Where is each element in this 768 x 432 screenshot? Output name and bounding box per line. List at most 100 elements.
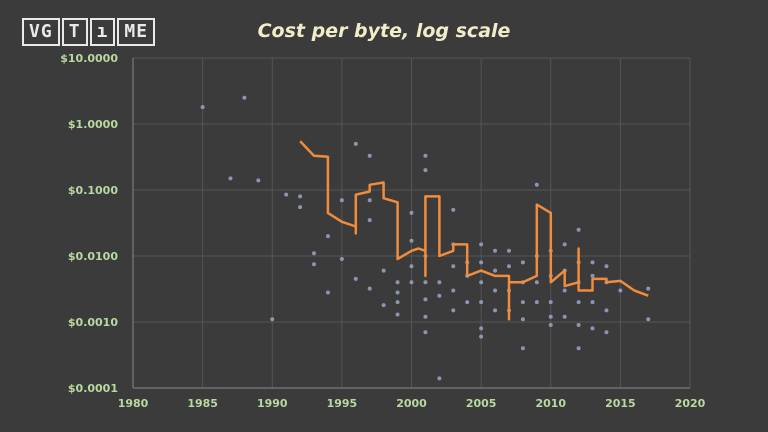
data-point — [367, 286, 372, 291]
chart-title: Cost per byte, log scale — [257, 20, 511, 42]
data-point — [479, 280, 484, 285]
data-point — [367, 198, 372, 203]
y-tick-label: $0.1000 — [68, 184, 118, 197]
x-tick-label: 1990 — [257, 397, 288, 410]
logo-letter: V — [29, 21, 41, 42]
vgtime-logo: VG T ı ME — [22, 18, 156, 46]
x-tick-label: 2020 — [675, 397, 706, 410]
data-point — [646, 286, 651, 291]
data-point — [562, 288, 567, 293]
x-tick-label: 2005 — [466, 397, 497, 410]
x-tick-label: 2015 — [605, 397, 636, 410]
logo-part-t: T — [61, 18, 88, 46]
data-point — [548, 314, 553, 319]
y-tick-label: $0.0100 — [68, 250, 118, 263]
data-point — [437, 293, 442, 298]
data-point — [576, 346, 581, 351]
data-point — [423, 153, 428, 158]
data-point — [604, 308, 609, 313]
y-tick-label: $10.0000 — [60, 52, 118, 65]
data-point — [479, 300, 484, 305]
data-point — [479, 242, 484, 247]
logo-letter: G — [40, 21, 53, 42]
data-point — [256, 178, 261, 183]
data-point — [423, 280, 428, 285]
data-point — [451, 288, 456, 293]
data-point — [325, 234, 330, 239]
data-point — [409, 210, 414, 215]
data-point — [270, 317, 275, 322]
data-point — [437, 280, 442, 285]
data-point — [437, 376, 442, 381]
data-point — [298, 194, 303, 199]
data-point — [520, 300, 525, 305]
data-point — [604, 264, 609, 269]
data-point — [242, 95, 247, 100]
data-point — [562, 314, 567, 319]
data-point — [423, 330, 428, 335]
data-point — [548, 323, 553, 328]
data-point — [576, 323, 581, 328]
data-point — [520, 260, 525, 265]
data-point — [465, 300, 470, 305]
logo-letter: T — [68, 21, 81, 42]
data-point — [423, 297, 428, 302]
data-point — [576, 300, 581, 305]
y-tick-label: $1.0000 — [68, 118, 118, 131]
data-point — [604, 330, 609, 335]
data-point — [493, 268, 498, 273]
data-point — [451, 308, 456, 313]
data-point — [451, 264, 456, 269]
data-point — [312, 251, 317, 256]
data-point — [520, 317, 525, 322]
trend-line — [299, 140, 649, 321]
y-tick-label: $0.0001 — [68, 382, 118, 395]
data-point — [506, 264, 511, 269]
data-point — [506, 248, 511, 253]
data-point — [479, 260, 484, 265]
data-point — [534, 182, 539, 187]
data-point — [534, 300, 539, 305]
data-point — [493, 248, 498, 253]
data-point — [451, 207, 456, 212]
data-point — [409, 238, 414, 243]
data-point — [423, 168, 428, 173]
data-point — [395, 312, 400, 317]
logo-part-i: ı — [89, 18, 116, 46]
data-point — [534, 280, 539, 285]
logo-part-me: ME — [117, 18, 156, 46]
data-point — [339, 257, 344, 262]
data-point — [353, 141, 358, 146]
data-point — [200, 105, 205, 110]
data-point — [367, 153, 372, 158]
data-point — [353, 276, 358, 281]
data-point — [367, 218, 372, 223]
data-point — [590, 326, 595, 331]
data-point — [381, 303, 386, 308]
data-point — [381, 268, 386, 273]
y-tick-label: $0.0010 — [68, 316, 118, 329]
x-tick-label: 2010 — [535, 397, 566, 410]
data-point — [298, 205, 303, 210]
x-tick-label: 1995 — [327, 397, 358, 410]
data-point — [493, 288, 498, 293]
data-point — [409, 280, 414, 285]
logo-letter: ı — [96, 21, 109, 42]
data-point — [590, 273, 595, 278]
data-point — [520, 346, 525, 351]
x-tick-label: 2000 — [396, 397, 427, 410]
data-point — [312, 262, 317, 267]
data-point — [409, 264, 414, 269]
x-tick-label: 1985 — [187, 397, 218, 410]
data-point — [423, 314, 428, 319]
data-point — [576, 227, 581, 232]
data-point — [590, 260, 595, 265]
data-point — [395, 300, 400, 305]
data-point — [548, 300, 553, 305]
data-point — [395, 290, 400, 295]
x-tick-label: 1980 — [118, 397, 149, 410]
data-point — [590, 300, 595, 305]
data-point — [479, 326, 484, 331]
data-point — [228, 176, 233, 181]
data-point — [284, 192, 289, 197]
